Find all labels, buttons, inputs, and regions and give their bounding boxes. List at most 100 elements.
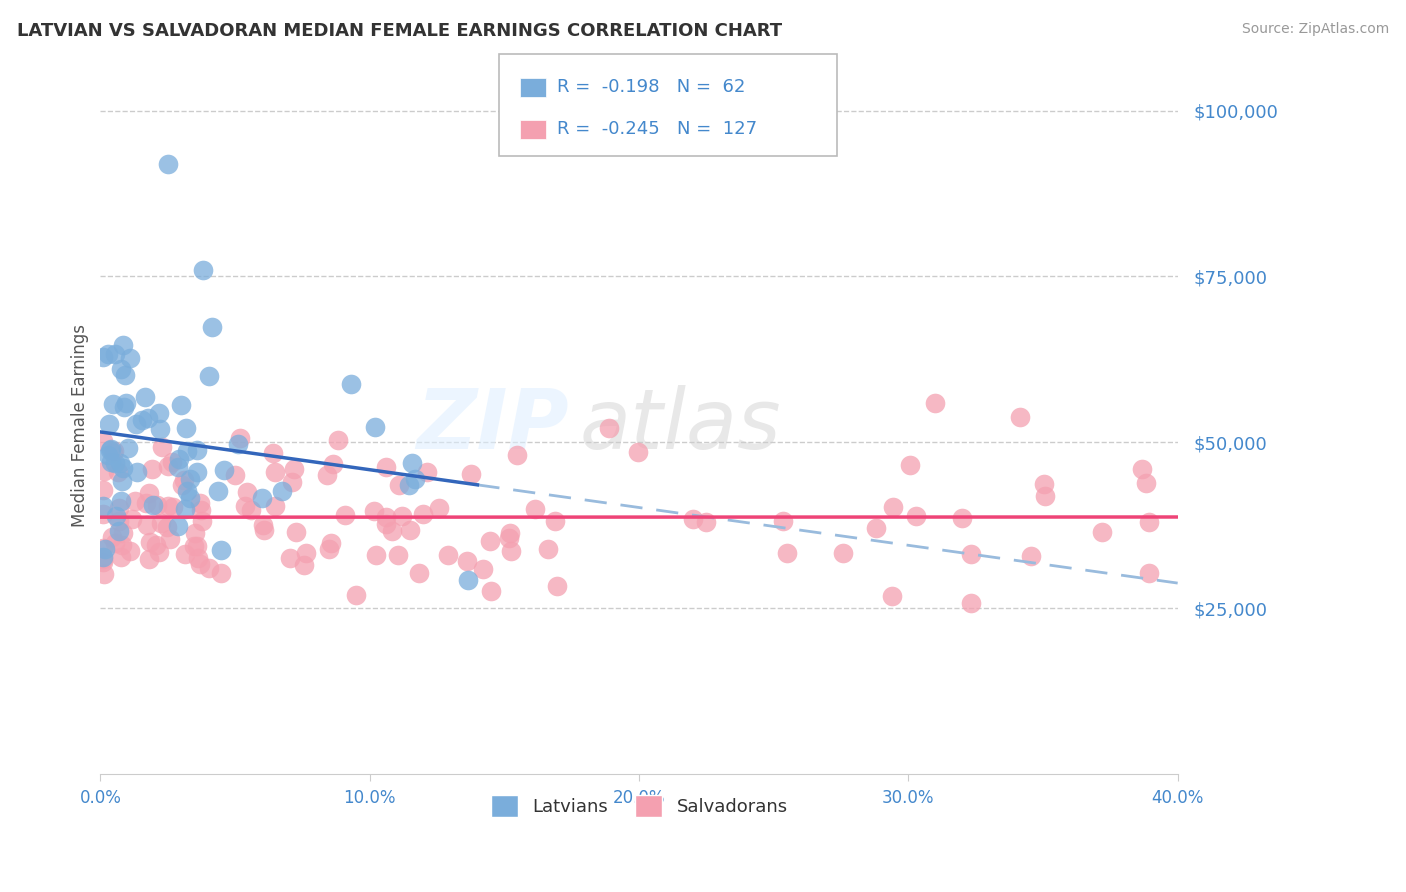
Point [316, 468, 339, 483]
Point [91, 541, 114, 555]
Point [959, 547, 981, 561]
Point [188, 496, 211, 510]
Point [333, 508, 356, 522]
Point [344, 588, 367, 602]
Point [103, 444, 125, 458]
Point [91, 434, 114, 449]
Point [627, 445, 650, 459]
Point [100, 442, 122, 456]
Point [427, 501, 450, 516]
Point [1130, 462, 1153, 476]
Point [174, 501, 197, 516]
Point [111, 338, 134, 352]
Point [388, 478, 411, 492]
Point [91, 555, 114, 569]
Point [284, 524, 307, 539]
Point [200, 319, 222, 334]
Point [190, 503, 212, 517]
Point [97, 347, 120, 361]
Point [1137, 566, 1160, 580]
Point [262, 446, 284, 460]
Point [107, 465, 129, 479]
Point [598, 421, 620, 435]
Point [176, 484, 198, 499]
Point [292, 558, 315, 572]
Point [186, 539, 208, 553]
Point [408, 566, 430, 581]
Point [191, 263, 214, 277]
Point [97, 449, 120, 463]
Point [950, 510, 973, 524]
Point [776, 546, 799, 560]
Point [110, 549, 132, 564]
Point [162, 455, 184, 469]
Point [398, 478, 420, 492]
Point [401, 456, 423, 470]
Point [127, 465, 149, 479]
Point [318, 542, 340, 557]
Point [179, 491, 201, 506]
Point [111, 461, 134, 475]
Point [546, 579, 568, 593]
Point [882, 500, 904, 515]
Text: Source: ZipAtlas.com: Source: ZipAtlas.com [1241, 22, 1389, 37]
Point [174, 421, 197, 435]
Point [148, 406, 170, 420]
Point [131, 412, 153, 426]
Point [148, 545, 170, 559]
Point [253, 523, 276, 537]
Point [924, 395, 946, 409]
Point [142, 498, 165, 512]
Point [110, 361, 132, 376]
Point [170, 478, 193, 492]
Point [281, 475, 304, 489]
Point [375, 517, 398, 532]
Point [295, 546, 318, 560]
Point [176, 444, 198, 458]
Point [115, 396, 138, 410]
Text: ZIP: ZIP [416, 385, 569, 467]
Point [416, 466, 439, 480]
Point [167, 460, 190, 475]
Point [167, 519, 190, 533]
Point [111, 475, 134, 489]
Point [183, 540, 205, 554]
Y-axis label: Median Female Earnings: Median Female Earnings [72, 325, 89, 527]
Point [145, 538, 167, 552]
Point [138, 485, 160, 500]
Point [124, 494, 146, 508]
Point [537, 541, 560, 556]
Point [207, 484, 229, 499]
Point [240, 503, 263, 517]
Point [456, 554, 478, 568]
Point [162, 500, 184, 515]
Point [108, 456, 131, 470]
Point [960, 596, 983, 610]
Point [460, 467, 482, 481]
Point [187, 551, 209, 566]
Point [363, 504, 385, 518]
Point [264, 466, 287, 480]
Point [93, 567, 115, 582]
Point [399, 523, 422, 537]
Point [104, 456, 127, 470]
Point [91, 499, 114, 513]
Point [179, 471, 201, 485]
Point [695, 515, 717, 529]
Point [472, 562, 495, 576]
Point [198, 561, 221, 575]
Point [498, 525, 520, 540]
Point [882, 590, 904, 604]
Point [278, 551, 301, 566]
Point [157, 499, 180, 513]
Point [191, 514, 214, 528]
Point [145, 498, 167, 512]
Point [125, 417, 148, 431]
Point [283, 462, 305, 476]
Point [1135, 476, 1157, 491]
Point [104, 509, 127, 524]
Text: R =  -0.198   N =  62: R = -0.198 N = 62 [557, 78, 745, 96]
Point [186, 465, 208, 479]
Point [173, 547, 195, 561]
Point [263, 499, 285, 513]
